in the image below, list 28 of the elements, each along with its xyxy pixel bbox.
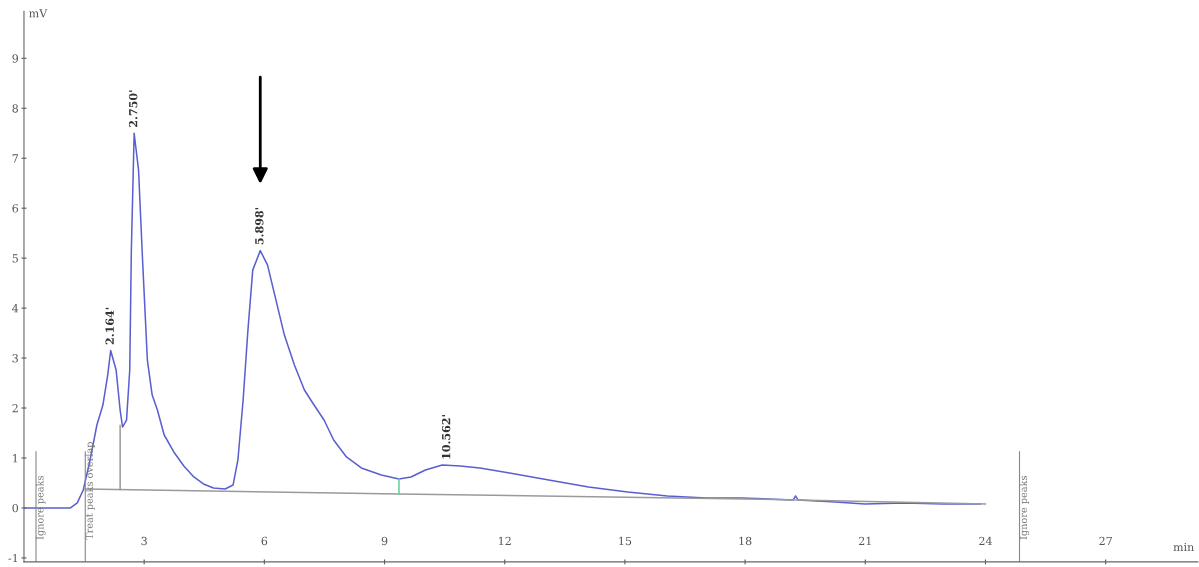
y-tick-label: 4 bbox=[12, 304, 19, 313]
y-tick-label: 6 bbox=[12, 204, 19, 213]
y-tick-label: 5 bbox=[12, 254, 18, 263]
y-tick-label: 2 bbox=[12, 404, 18, 413]
annotation: 2.750' bbox=[128, 90, 138, 127]
y-tick-label: 9 bbox=[12, 54, 19, 63]
x-tick-label: 12 bbox=[499, 536, 511, 545]
y-tick-label: -1 bbox=[8, 553, 18, 563]
x-tick-label: 9 bbox=[381, 536, 388, 546]
x-tick-label: 3 bbox=[141, 536, 147, 546]
y-tick-label: 0 bbox=[12, 503, 19, 513]
ref-line-label: Ignore peaks bbox=[1019, 476, 1030, 540]
x-tick-label: 24 bbox=[979, 536, 992, 545]
y-tick-label: 3 bbox=[12, 354, 18, 363]
ref-line-label: Ignore peaks bbox=[36, 476, 46, 540]
y-axis-title: mV bbox=[29, 9, 48, 18]
y-tick-label: 1 bbox=[13, 453, 18, 463]
x-axis-title: min bbox=[1173, 542, 1194, 552]
x-tick-label: 6 bbox=[261, 536, 268, 546]
x-tick-label: 21 bbox=[858, 536, 871, 545]
x-tick-label: 18 bbox=[739, 536, 752, 546]
x-tick-label: 27 bbox=[1099, 536, 1112, 545]
annotation: 2.164' bbox=[105, 307, 114, 345]
y-tick-label: 8 bbox=[12, 104, 19, 113]
x-tick-label: 15 bbox=[619, 536, 632, 546]
annotation: 5.898' bbox=[255, 207, 264, 245]
y-tick-label: 7 bbox=[12, 154, 18, 163]
annotation: 10.562' bbox=[441, 415, 451, 459]
